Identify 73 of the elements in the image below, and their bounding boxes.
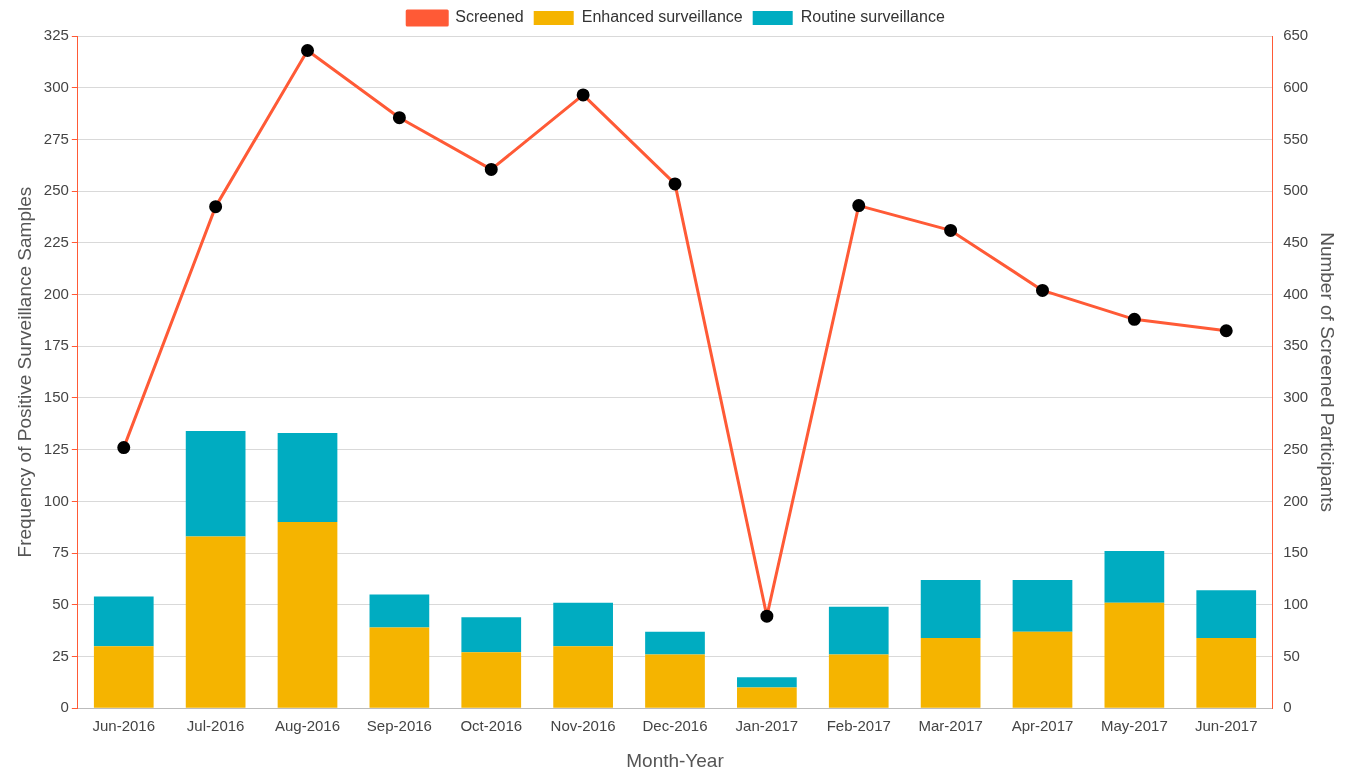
y-tick-label: 175 bbox=[43, 336, 69, 354]
bar bbox=[828, 606, 889, 655]
bar bbox=[828, 654, 889, 708]
x-tick-label: Jun-2016 bbox=[92, 717, 156, 735]
bar bbox=[645, 631, 705, 655]
bar bbox=[1196, 590, 1257, 638]
y2-tick-label: 100 bbox=[1283, 594, 1309, 612]
bar bbox=[1104, 602, 1165, 708]
bar bbox=[645, 654, 705, 708]
y2-tick-label: 400 bbox=[1283, 284, 1309, 302]
x-tick-label: Aug-2016 bbox=[274, 717, 341, 735]
bar bbox=[1012, 631, 1073, 708]
y-tick-label: 0 bbox=[60, 698, 69, 716]
bar bbox=[553, 602, 613, 647]
bar bbox=[1196, 637, 1257, 708]
legend-label: Screened bbox=[455, 8, 524, 26]
bar bbox=[737, 687, 797, 708]
y2-tick-label: 450 bbox=[1283, 232, 1309, 250]
x-tick-label: Nov-2016 bbox=[550, 717, 616, 735]
y-tick-label: 200 bbox=[43, 284, 69, 302]
y-axis-title: Frequency of Positive Surveillance Samples bbox=[13, 186, 35, 558]
y2-tick-label: 650 bbox=[1283, 26, 1309, 44]
y-tick-label: 25 bbox=[52, 646, 69, 664]
bar bbox=[93, 596, 154, 647]
x-axis-title: Month-Year bbox=[626, 749, 725, 771]
y2-tick-label: 150 bbox=[1283, 543, 1309, 561]
bar bbox=[277, 522, 338, 708]
bar bbox=[461, 652, 522, 708]
x-tick-label: Jun-2017 bbox=[1194, 717, 1258, 735]
y2-tick-label: 200 bbox=[1283, 491, 1309, 509]
y2-tick-label: 300 bbox=[1283, 388, 1309, 406]
bar bbox=[277, 433, 338, 523]
y2-tick-label: 250 bbox=[1283, 439, 1309, 457]
y-tick-label: 225 bbox=[43, 232, 69, 250]
y-tick-label: 125 bbox=[43, 439, 69, 457]
bar bbox=[737, 677, 797, 688]
y2-tick-label: 50 bbox=[1283, 646, 1300, 664]
x-tick-label: Sep-2016 bbox=[366, 717, 432, 735]
bar bbox=[369, 594, 430, 628]
x-tick-label: Apr-2017 bbox=[1011, 717, 1074, 735]
y2-tick-label: 600 bbox=[1283, 77, 1309, 95]
y-tick-label: 150 bbox=[43, 388, 69, 406]
bar bbox=[185, 431, 246, 537]
y2-tick-label: 550 bbox=[1283, 129, 1309, 147]
legend-label: Enhanced surveillance bbox=[581, 8, 743, 26]
x-tick-label: Jan-2017 bbox=[735, 717, 799, 735]
y2-tick-label: 500 bbox=[1283, 181, 1309, 199]
bar bbox=[461, 617, 522, 653]
bar bbox=[93, 646, 154, 708]
legend-label: Routine surveillance bbox=[800, 8, 945, 26]
x-tick-label: May-2017 bbox=[1101, 717, 1168, 735]
bar bbox=[1104, 551, 1165, 603]
y2-axis-title: Number of Screened Participants bbox=[1317, 232, 1339, 513]
x-tick-label: Feb-2017 bbox=[826, 717, 891, 735]
y-tick-label: 100 bbox=[43, 491, 69, 509]
y-tick-label: 325 bbox=[43, 26, 69, 44]
y-tick-label: 250 bbox=[43, 181, 69, 199]
bar bbox=[920, 579, 981, 638]
x-tick-label: Jul-2016 bbox=[186, 717, 245, 735]
y2-tick-label: 350 bbox=[1283, 336, 1309, 354]
y-tick-label: 50 bbox=[52, 594, 69, 612]
bar bbox=[185, 536, 246, 708]
bar bbox=[369, 627, 430, 708]
y2-tick-label: 0 bbox=[1283, 698, 1292, 716]
y-tick-label: 275 bbox=[43, 129, 69, 147]
x-tick-label: Dec-2016 bbox=[642, 717, 708, 735]
bar bbox=[920, 637, 981, 708]
y-tick-label: 300 bbox=[43, 77, 69, 95]
bar bbox=[1012, 579, 1073, 632]
x-tick-label: Mar-2017 bbox=[918, 717, 983, 735]
x-tick-label: Oct-2016 bbox=[460, 717, 523, 735]
y-tick-label: 75 bbox=[52, 543, 69, 561]
bar bbox=[553, 646, 613, 708]
